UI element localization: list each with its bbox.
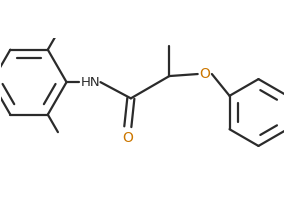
Text: HN: HN [81,76,100,89]
Text: O: O [122,131,133,145]
Text: O: O [200,67,211,81]
